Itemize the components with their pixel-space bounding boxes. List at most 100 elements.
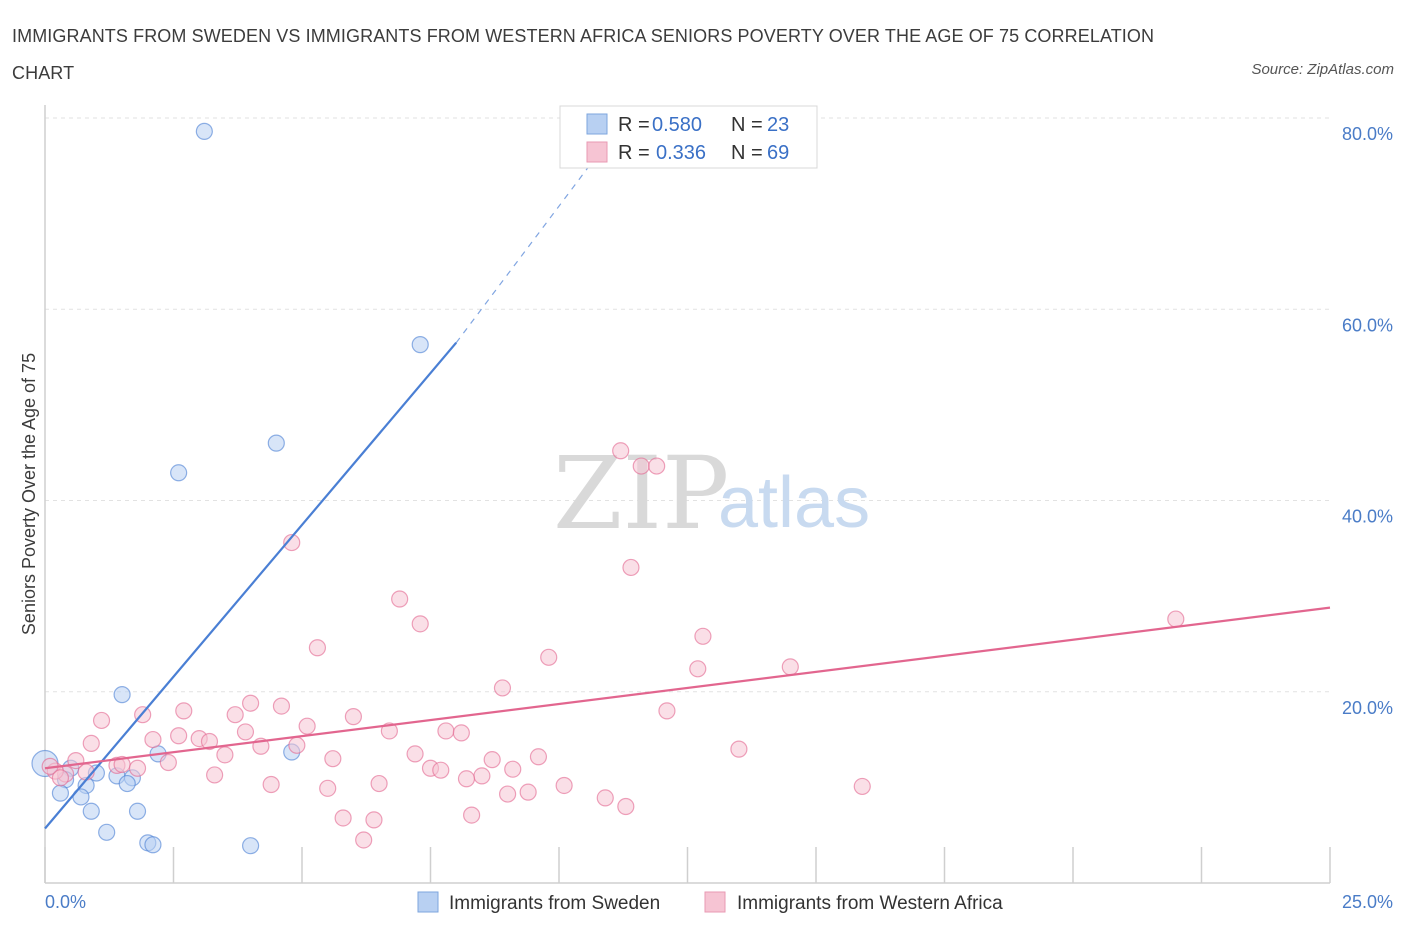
watermark-atlas: atlas [718, 463, 870, 543]
point-western-africa-4 [622, 558, 640, 577]
trend-line-sweden-extension [455, 151, 601, 344]
point-western-africa-9 [694, 627, 712, 645]
watermark-zip: ZIP [553, 435, 729, 552]
point-western-africa-66 [355, 831, 373, 849]
point-western-africa-28 [144, 730, 162, 749]
series-legend: Immigrants from Sweden Immigrants from W… [417, 891, 1003, 914]
point-western-africa-7 [1167, 610, 1185, 628]
point-western-africa-43 [128, 759, 147, 777]
x-tick-label-max: 25.0% [1342, 892, 1393, 912]
point-western-africa-54 [370, 774, 388, 793]
y-tick-label-40: 40.0% [1342, 507, 1393, 527]
legend-r-label-western-africa: R = [618, 142, 650, 164]
legend-r-value-western-africa: 0.336 [656, 142, 706, 164]
point-western-africa-20 [92, 711, 111, 730]
legend-swatch-western-africa [586, 141, 608, 163]
point-western-africa-33 [288, 736, 306, 754]
point-western-africa-58 [319, 779, 337, 797]
point-western-africa-63 [463, 806, 481, 824]
point-western-africa-51 [206, 766, 224, 784]
legend-n-value-western-africa: 69 [767, 142, 789, 164]
point-sweden-4 [113, 686, 131, 704]
bottom-legend-swatch-western-africa [704, 891, 726, 913]
point-western-africa-10 [540, 648, 558, 666]
point-sweden-14 [51, 784, 70, 802]
point-western-africa-3 [283, 533, 301, 552]
bottom-legend-label-western-africa: Immigrants from Western Africa [737, 893, 1003, 914]
point-sweden-21 [242, 837, 260, 855]
point-western-africa-68 [51, 769, 70, 787]
point-western-africa-50 [730, 740, 748, 758]
point-western-africa-26 [658, 702, 676, 720]
legend-n-value-sweden: 23 [767, 114, 789, 136]
point-western-africa-38 [159, 753, 177, 772]
legend-r-label-sweden: R = [618, 114, 650, 136]
point-western-africa-27 [170, 727, 188, 745]
point-sweden-2 [267, 434, 285, 452]
point-western-africa-13 [781, 658, 799, 676]
point-western-africa-46 [504, 760, 522, 778]
bottom-legend-swatch-sweden [417, 891, 439, 913]
legend-n-label-western-africa: N = [731, 142, 763, 164]
point-sweden-0 [195, 122, 213, 140]
point-western-africa-53 [457, 770, 476, 788]
point-western-africa-64 [334, 809, 352, 827]
point-western-africa-45 [432, 761, 450, 779]
point-western-africa-37 [529, 748, 548, 766]
point-western-africa-6 [411, 615, 429, 633]
trend-line-sweden [44, 342, 458, 830]
point-western-africa-31 [82, 734, 100, 752]
point-western-africa-5 [391, 590, 409, 608]
point-sweden-16 [82, 802, 100, 820]
point-western-africa-34 [216, 746, 234, 764]
point-sweden-17 [128, 802, 147, 820]
x-axis-ticks [44, 847, 1331, 883]
point-sweden-1 [411, 336, 429, 354]
point-western-africa-55 [262, 775, 280, 794]
legend-r-value-sweden: 0.580 [652, 114, 702, 136]
gridlines [45, 117, 1330, 693]
point-western-africa-8 [308, 639, 327, 657]
point-western-africa-22 [236, 723, 255, 741]
point-western-africa-61 [596, 789, 614, 807]
y-tick-label-20: 20.0% [1342, 698, 1393, 718]
x-tick-label-min: 0.0% [45, 892, 86, 912]
point-western-africa-65 [365, 811, 383, 829]
point-western-africa-39 [483, 751, 501, 769]
point-western-africa-23 [380, 722, 398, 740]
y-tick-labels: 20.0% 40.0% 60.0% 80.0% [1342, 124, 1393, 718]
point-western-africa-16 [175, 702, 193, 720]
point-western-africa-15 [242, 694, 260, 712]
point-western-africa-60 [499, 785, 517, 803]
point-western-africa-14 [272, 697, 291, 715]
point-western-africa-11 [493, 679, 512, 697]
point-western-africa-0 [612, 442, 630, 460]
point-western-africa-1 [632, 457, 650, 475]
point-western-africa-35 [406, 745, 424, 763]
point-western-africa-59 [519, 783, 537, 801]
point-western-africa-12 [689, 660, 707, 678]
legend-swatch-sweden [586, 113, 608, 135]
point-sweden-20 [144, 836, 162, 854]
point-western-africa-21 [298, 717, 316, 735]
y-tick-label-80: 80.0% [1342, 124, 1393, 144]
point-western-africa-2 [648, 457, 666, 475]
point-western-africa-24 [437, 722, 455, 740]
bottom-legend-label-sweden: Immigrants from Sweden [449, 893, 660, 914]
point-western-africa-25 [452, 724, 470, 742]
point-western-africa-17 [226, 706, 244, 724]
y-axis-label: Seniors Poverty Over the Age of 75 [19, 353, 39, 635]
source-label: Source: ZipAtlas.com [1251, 61, 1394, 78]
point-sweden-18 [98, 823, 116, 841]
correlation-legend: R = 0.580 N = 23 R = 0.336 N = 69 [559, 105, 818, 169]
trend-lines [44, 151, 1331, 830]
point-western-africa-52 [473, 767, 491, 785]
y-tick-label-60: 60.0% [1342, 315, 1393, 335]
point-western-africa-56 [555, 776, 573, 795]
point-western-africa-57 [853, 777, 871, 796]
chart-title: IMMIGRANTS FROM SWEDEN VS IMMIGRANTS FRO… [12, 26, 1155, 83]
legend-n-label-sweden: N = [731, 114, 763, 136]
point-sweden-13 [118, 774, 136, 793]
trend-line-western-africa [44, 606, 1331, 770]
